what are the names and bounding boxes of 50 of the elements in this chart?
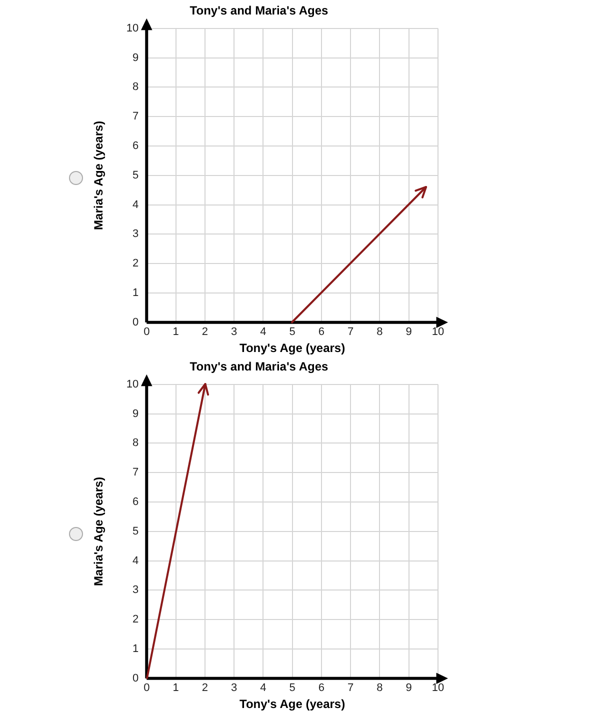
y-tick-label: 1	[132, 643, 139, 656]
y-tick-label: 9	[132, 52, 139, 64]
y-axis-title: Maria's Age (years)	[92, 120, 106, 230]
y-tick-label: 6	[132, 140, 139, 152]
y-tick-label: 7	[132, 110, 139, 123]
x-tick-label: 1	[172, 682, 179, 694]
x-axis-title: Tony's Age (years)	[240, 697, 346, 712]
x-tick-label: 4	[260, 326, 266, 338]
y-tick-label: 2	[132, 258, 139, 270]
y-tick-label: 4	[132, 198, 139, 211]
x-tick-label: 5	[289, 326, 296, 338]
x-tick-label: 9	[406, 326, 412, 338]
x-tick-label: 1	[172, 326, 179, 338]
y-tick-label: 6	[132, 496, 139, 508]
x-tick-label: 7	[348, 682, 354, 694]
x-tick-label: 3	[230, 326, 238, 338]
x-tick-label: 4	[260, 682, 266, 694]
chart-title: Tony's and Maria's Ages	[190, 4, 329, 18]
y-tick-label: 4	[132, 554, 139, 567]
x-tick-label: 8	[376, 326, 383, 338]
chart-title: Tony's and Maria's Ages	[190, 360, 329, 374]
y-tick-label: 7	[132, 466, 139, 479]
x-tick-label: 6	[318, 682, 325, 694]
y-tick-label: 8	[132, 81, 139, 94]
y-tick-label: 0	[132, 672, 139, 684]
y-tick-label: 2	[132, 614, 139, 626]
y-axis-title: Maria's Age (years)	[92, 476, 106, 586]
x-tick-label: 10	[432, 682, 444, 694]
x-tick-label: 5	[289, 682, 296, 694]
y-tick-label: 1	[132, 287, 139, 300]
y-tick-label: 10	[126, 378, 139, 390]
x-tick-label: 10	[432, 326, 444, 338]
y-tick-label: 10	[126, 22, 139, 34]
x-tick-label: 0	[144, 682, 150, 694]
y-tick-label: 0	[132, 316, 139, 328]
x-tick-label: 8	[376, 682, 383, 694]
x-tick-label: 0	[144, 326, 150, 338]
y-tick-label: 9	[132, 408, 139, 420]
x-tick-label: 6	[318, 326, 325, 338]
y-tick-label: 5	[132, 169, 139, 182]
y-tick-label: 3	[132, 584, 139, 596]
x-tick-label: 3	[230, 682, 238, 694]
x-tick-label: 2	[202, 326, 208, 338]
x-tick-label: 2	[202, 682, 208, 694]
x-tick-label: 9	[406, 682, 412, 694]
x-axis-title: Tony's Age (years)	[240, 341, 346, 356]
y-tick-label: 5	[132, 525, 139, 538]
y-tick-label: 8	[132, 437, 139, 450]
y-tick-label: 3	[132, 228, 139, 240]
x-tick-label: 7	[348, 326, 354, 338]
